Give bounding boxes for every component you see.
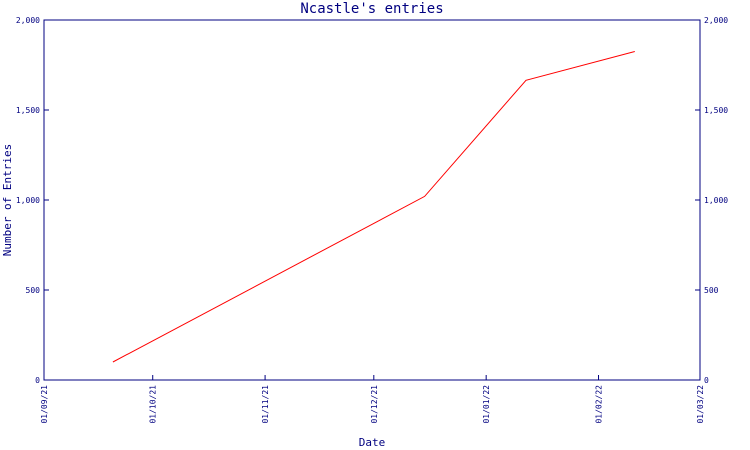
y-axis-label: Number of Entries: [1, 144, 14, 257]
plot-frame: [43, 19, 701, 381]
y-tick-label-right: 2,000: [704, 16, 728, 25]
y-ticks: 0 0 500 500 1,000 1,000 1,500 1,500 2,000 2,000: [16, 16, 728, 385]
x-axis-label: Date: [359, 436, 386, 449]
y-tick-label-left: 1,500: [16, 106, 40, 115]
y-tick-label-left: 0: [35, 376, 40, 385]
x-tick-label: 01/11/21: [261, 385, 270, 424]
x-tick-label: 01/12/21: [370, 385, 379, 424]
y-tick-label-right: 1,000: [704, 196, 728, 205]
series-line: [112, 51, 635, 363]
y-tick-label-left: 1,000: [16, 196, 40, 205]
y-tick-label-left: 2,000: [16, 16, 40, 25]
x-tick-label: 01/03/22: [696, 385, 705, 424]
x-tick-label: 01/09/21: [40, 385, 49, 424]
chart-title: Ncastle's entries: [300, 1, 443, 17]
y-tick-label-right: 0: [704, 376, 709, 385]
y-tick-label-left: 500: [26, 286, 41, 295]
x-tick-label: 01/10/21: [149, 385, 158, 424]
y-tick-label-right: 500: [704, 286, 719, 295]
x-tick-label: 01/01/22: [482, 385, 491, 424]
x-ticks: 01/09/21 01/10/21 01/11/21 01/12/21 01/01/22…: [40, 375, 705, 424]
x-tick-label: 01/02/22: [595, 385, 604, 424]
series-layer: [112, 51, 635, 363]
y-tick-label-right: 1,500: [704, 106, 728, 115]
